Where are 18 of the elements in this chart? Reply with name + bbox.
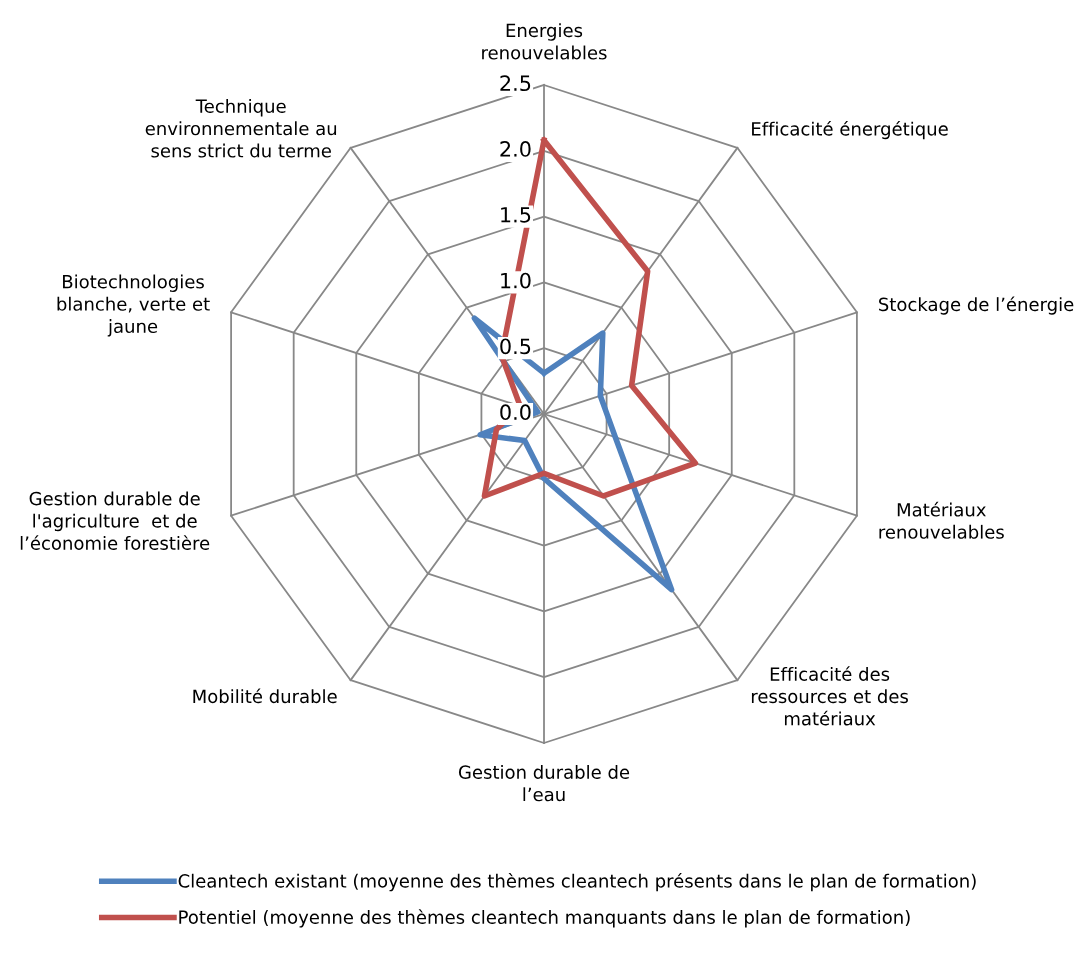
spoke-label: Biotechnologies blanche, verte et jaune — [57, 274, 210, 337]
y-tick-label: 2.5 — [500, 75, 531, 92]
spoke-label: Energies renouvelables — [482, 23, 607, 60]
spoke-label: Stockage de l’énergie — [879, 296, 1074, 315]
y-tick-label: 1.0 — [501, 272, 531, 289]
legend-label: Potentiel (moyenne des thèmes cleantech manquants dans le plan de formation) — [179, 909, 910, 928]
spoke-label: Efficacité énergétique — [752, 120, 948, 140]
y-tick-label: 1.5 — [501, 207, 531, 223]
y-tick-label: 2.0 — [500, 141, 531, 157]
spoke-label: Matériaux renouvelables — [879, 501, 1004, 539]
spoke-label: Efficacité des ressources et des matériaux — [751, 666, 908, 726]
y-tick-label: 0.5 — [500, 338, 531, 355]
spoke-label: Gestion durable de l’eau — [458, 765, 630, 802]
legend-label: Cleantech existant (moyenne des thèmes cleantech présents dans le plan de formation) — [178, 873, 976, 892]
spoke-label: Mobilité durable — [193, 688, 337, 704]
y-tick-label: 0.0 — [500, 404, 531, 421]
spoke-label: Technique environnementale au sens strict du terme — [145, 99, 337, 158]
spoke-label: Gestion durable de l'agriculture et de l’économie forestière — [20, 491, 210, 550]
